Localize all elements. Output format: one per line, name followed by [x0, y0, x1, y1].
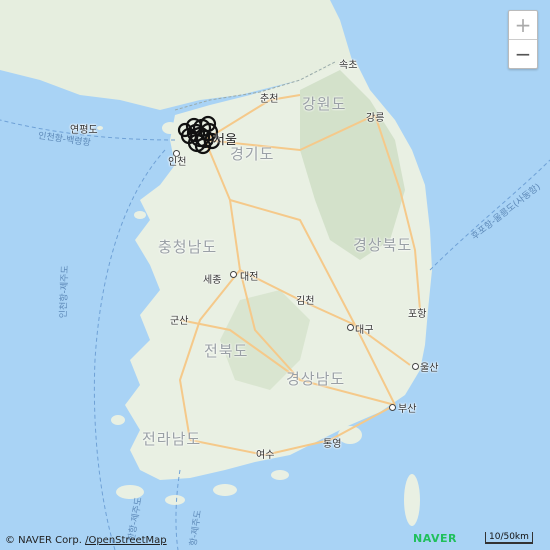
city-dot-busan — [389, 404, 396, 411]
yeonpyeong-island — [97, 126, 103, 130]
zoom-control: + − — [508, 10, 538, 69]
island-label-yeonpyeong: 연평도 — [70, 125, 98, 136]
mountain-range — [300, 70, 405, 260]
ferry-route-jeju-west — [93, 149, 166, 550]
island-sw2 — [165, 495, 185, 505]
ferry-route-jeju-south — [175, 469, 181, 550]
city-label-gunsan: 군산 — [170, 316, 189, 327]
openstreetmap-link[interactable]: /OpenStreetMap — [85, 535, 167, 546]
province-label-jeonnam: 전라남도 — [142, 430, 202, 448]
map-scale-bar: 10/50km — [485, 532, 533, 544]
city-dot-ulsan — [412, 363, 419, 370]
ferry-route-baengnyeong — [0, 119, 176, 141]
geoje-island — [338, 426, 362, 444]
map-attribution: © NAVER Corp. /OpenStreetMap — [5, 535, 167, 546]
island-s1 — [213, 484, 237, 496]
city-label-daejeon: 대전 — [240, 272, 259, 283]
ferry-label-incheon-jeju: 인천항-제주도 — [58, 265, 71, 319]
city-label-pohang: 포항 — [408, 309, 427, 320]
dmz-line — [174, 61, 336, 111]
road-network — [178, 94, 421, 457]
city-dot-daegu — [347, 324, 354, 331]
city-label-daegu: 대구 — [355, 325, 374, 336]
island-w2 — [111, 415, 125, 425]
city-label-gimcheon: 김천 — [296, 296, 315, 307]
city-dot-daejeon — [230, 271, 237, 278]
city-dot-incheon — [173, 150, 180, 157]
island-s2 — [271, 470, 289, 480]
city-label-busan: 부산 — [398, 404, 417, 415]
province-label-jeonbuk: 전북도 — [204, 342, 249, 360]
province-label-gyeonggi: 경기도 — [230, 145, 275, 163]
city-label-tongyeong: 통영 — [323, 439, 342, 450]
province-label-gyeongbuk: 경상북도 — [353, 236, 413, 254]
tsushima-island — [404, 474, 420, 526]
island-sw1 — [116, 485, 144, 499]
naver-logo[interactable]: NAVER — [413, 532, 457, 545]
city-label-chuncheon: 춘천 — [260, 94, 279, 105]
province-label-gangwon: 강원도 — [302, 95, 347, 113]
ferry-route-ulleung — [429, 159, 550, 271]
province-label-chungnam: 충청남도 — [158, 238, 218, 256]
city-label-ulsan: 울산 — [420, 363, 439, 374]
attribution-naver: © NAVER Corp. — [5, 535, 82, 546]
northern-land — [0, 0, 352, 110]
city-label-seoul: 서울 — [213, 133, 237, 148]
zoom-in-button[interactable]: + — [509, 11, 537, 40]
city-label-sokcho: 속초 — [339, 60, 358, 71]
island-w1 — [134, 211, 146, 219]
city-label-sejong: 세종 — [203, 275, 222, 286]
ganghwa-island — [162, 122, 178, 134]
city-label-yeosu: 여수 — [256, 450, 275, 461]
city-label-incheon: 인천 — [168, 157, 187, 168]
zoom-out-button[interactable]: − — [514, 42, 532, 66]
province-label-gyeongnam: 경상남도 — [286, 370, 346, 388]
city-label-gangneung: 강릉 — [366, 113, 385, 124]
